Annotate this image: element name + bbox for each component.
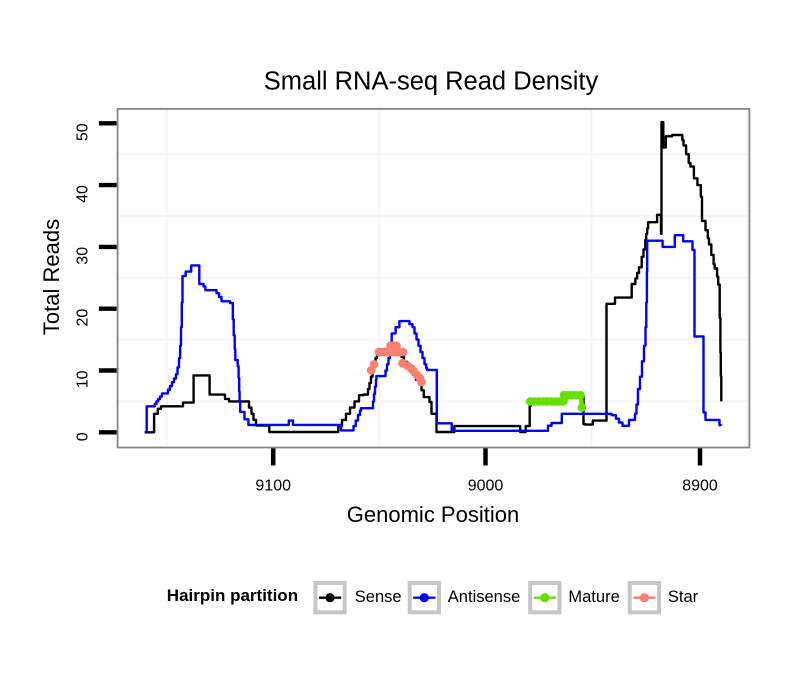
- svg-text:9000: 9000: [468, 477, 504, 494]
- svg-text:Hairpin partition: Hairpin partition: [167, 586, 298, 605]
- svg-text:Star: Star: [668, 588, 699, 606]
- svg-text:50: 50: [75, 123, 92, 141]
- svg-text:Sense: Sense: [355, 588, 402, 606]
- svg-text:0: 0: [75, 432, 92, 441]
- svg-text:10: 10: [75, 370, 92, 388]
- svg-text:8900: 8900: [682, 477, 718, 494]
- svg-text:40: 40: [75, 185, 92, 203]
- svg-text:Mature: Mature: [568, 588, 619, 606]
- svg-text:Small RNA-seq Read Density: Small RNA-seq Read Density: [264, 68, 599, 96]
- svg-text:Antisense: Antisense: [448, 588, 520, 606]
- svg-text:20: 20: [75, 309, 92, 327]
- svg-text:9100: 9100: [255, 477, 291, 494]
- svg-text:Total Reads: Total Reads: [39, 219, 64, 335]
- svg-text:30: 30: [75, 247, 92, 265]
- svg-text:Genomic Position: Genomic Position: [347, 502, 519, 527]
